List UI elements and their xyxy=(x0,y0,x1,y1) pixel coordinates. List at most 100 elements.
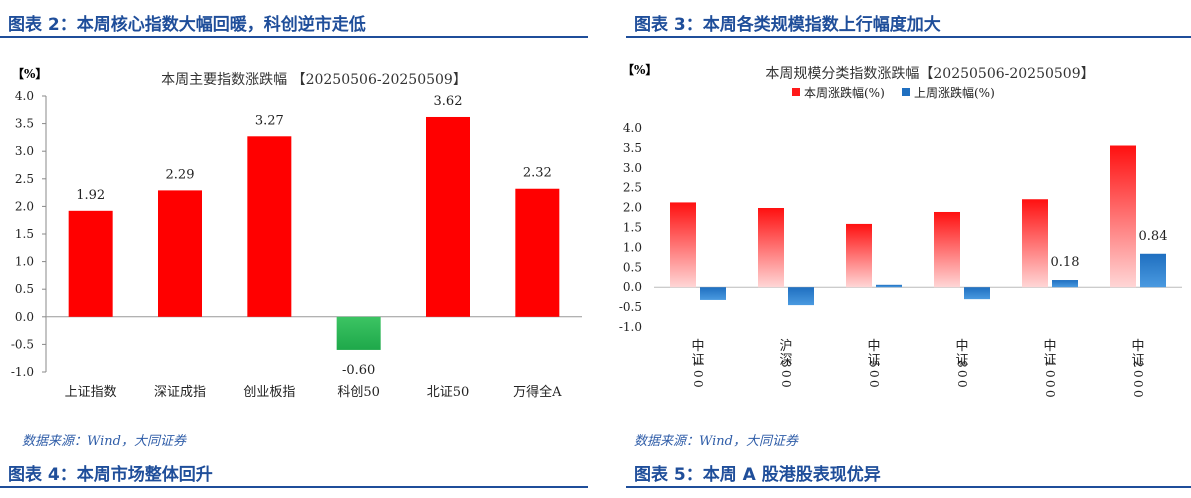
x-tick-char: 1 xyxy=(691,360,705,368)
bar-5 xyxy=(515,188,560,317)
y-unit-label: 【%】 xyxy=(12,66,47,81)
x-tick-char: 0 xyxy=(691,380,705,388)
figure-title-4: 图表 4：本周市场整体回升 xyxy=(8,465,213,485)
title-rule-right xyxy=(626,36,1191,38)
y-tick-label: -0.5 xyxy=(619,300,642,314)
y-unit-label: 【%】 xyxy=(622,62,657,77)
y-tick-label: 1.5 xyxy=(623,221,642,235)
x-tick-char: 0 xyxy=(867,370,881,378)
x-tick-char: 3 xyxy=(779,360,793,368)
x-tick-label: 科创50 xyxy=(337,385,380,400)
x-tick-char: 0 xyxy=(1043,380,1057,388)
bar-s0-4 xyxy=(1022,199,1048,288)
figure-title-2: 图表 2：本周核心指数大幅回暖，科创逆市走低 xyxy=(8,15,366,35)
y-tick-label: 3.5 xyxy=(15,117,34,131)
bottom-rule-right xyxy=(626,486,1191,488)
y-tick-label: -1.0 xyxy=(619,320,642,334)
bar-0 xyxy=(68,210,113,317)
y-tick-label: 4.0 xyxy=(623,121,642,135)
x-tick-char: 0 xyxy=(779,370,793,378)
x-tick-char: 证 xyxy=(1131,353,1144,368)
x-tick-char: 0 xyxy=(1131,390,1145,398)
data-label: 2.29 xyxy=(166,167,195,182)
x-tick-char: 0 xyxy=(867,380,881,388)
x-tick-char: 8 xyxy=(955,360,969,368)
bar-s0-5 xyxy=(1110,145,1136,288)
x-tick-label: 北证50 xyxy=(427,385,470,400)
y-tick-label: 0.5 xyxy=(15,282,34,296)
x-tick-char: 0 xyxy=(955,370,969,378)
x-tick-char: 证 xyxy=(691,353,704,368)
data-label: 3.62 xyxy=(434,94,463,109)
title-rule-left xyxy=(0,36,588,38)
figure-title-5: 图表 5：本周 A 股港股表现优异 xyxy=(634,465,881,485)
chart-size-indices: 【%】 本周规模分类指数涨跌幅【20250506-20250509】本周涨跌幅(%… xyxy=(619,62,1182,398)
x-tick-char: 证 xyxy=(1043,353,1056,368)
x-tick-char: 2 xyxy=(1131,360,1145,368)
y-tick-label: 0.0 xyxy=(15,310,34,324)
chart-title: 本周主要指数涨跌幅 【20250506-20250509】 xyxy=(161,72,467,88)
data-label: 0.18 xyxy=(1051,255,1080,270)
x-tick-char: 0 xyxy=(1043,390,1057,398)
x-tick-char: 中 xyxy=(955,339,968,354)
bar-4 xyxy=(426,116,470,317)
bar-3 xyxy=(336,316,381,350)
y-tick-label: 4.0 xyxy=(15,89,34,103)
bar-s0-0 xyxy=(670,202,696,288)
bar-s1-4 xyxy=(1052,280,1078,288)
x-tick-char: 沪 xyxy=(779,338,792,354)
x-tick-char: 0 xyxy=(955,380,969,388)
y-tick-label: 2.0 xyxy=(15,199,34,213)
bar-s1-2 xyxy=(876,284,902,288)
x-tick-char: 证 xyxy=(867,353,880,368)
chart-title: 本周规模分类指数涨跌幅【20250506-20250509】 xyxy=(765,66,1094,82)
chart-major-indices: 【%】 本周主要指数涨跌幅 【20250506-20250509】 4.0 3.5 3.… xyxy=(11,66,582,400)
y-tick-label: 2.5 xyxy=(623,181,642,195)
y-tick-label: 2.0 xyxy=(623,201,642,215)
y-tick-label: 1.0 xyxy=(15,255,34,269)
data-label: -0.60 xyxy=(342,363,375,378)
bar-1 xyxy=(158,190,202,317)
bar-s0-1 xyxy=(758,207,784,288)
x-tick-char: 0 xyxy=(1043,370,1057,378)
x-tick-char: 中 xyxy=(867,339,880,354)
data-label: 0.84 xyxy=(1139,229,1168,244)
source-note-left: 数据来源：Wind，大同证券 xyxy=(22,434,186,449)
y-tick-label: 1.0 xyxy=(623,240,642,254)
x-tick-char: 中 xyxy=(1043,339,1056,354)
y-tick-label: -1.0 xyxy=(11,365,34,379)
figure-title-3: 图表 3：本周各类规模指数上行幅度加大 xyxy=(634,15,941,35)
y-tick-label: 0.0 xyxy=(623,280,642,294)
bar-s1-0 xyxy=(700,287,726,300)
data-label: 3.27 xyxy=(255,113,284,128)
x-tick-char: 深 xyxy=(779,353,792,368)
x-tick-char: 5 xyxy=(867,360,881,368)
x-tick-char: 0 xyxy=(1131,370,1145,378)
bottom-rule-left xyxy=(0,486,588,488)
x-tick-label: 深证成指 xyxy=(154,385,206,400)
y-tick-label: 3.0 xyxy=(623,161,642,175)
legend-label-1: 上周涨跌幅(%) xyxy=(914,85,995,100)
source-note-right: 数据来源：Wind，大同证券 xyxy=(634,434,798,449)
x-tick-char: 0 xyxy=(1131,380,1145,388)
y-tick-label: -0.5 xyxy=(11,337,34,351)
bar-2 xyxy=(247,136,292,317)
bar-s1-1 xyxy=(788,287,814,306)
bar-s0-2 xyxy=(846,223,872,288)
x-tick-char: 中 xyxy=(691,339,704,354)
y-tick-label: 1.5 xyxy=(15,227,34,241)
data-label: 1.92 xyxy=(76,188,105,203)
data-label: 2.32 xyxy=(523,166,552,181)
x-tick-label: 上证指数 xyxy=(65,385,117,400)
x-tick-label: 万得全A xyxy=(513,384,562,400)
y-tick-label: 0.5 xyxy=(623,260,642,274)
y-tick-label: 2.5 xyxy=(15,172,34,186)
x-tick-char: 中 xyxy=(1131,339,1144,354)
bar-s1-3 xyxy=(964,287,990,300)
legend-label-0: 本周涨跌幅(%) xyxy=(804,85,885,100)
y-tick-label: 3.0 xyxy=(15,144,34,158)
x-tick-char: 0 xyxy=(779,380,793,388)
x-tick-char: 证 xyxy=(955,353,968,368)
legend-swatch-1 xyxy=(902,88,910,96)
legend-swatch-0 xyxy=(792,88,800,96)
